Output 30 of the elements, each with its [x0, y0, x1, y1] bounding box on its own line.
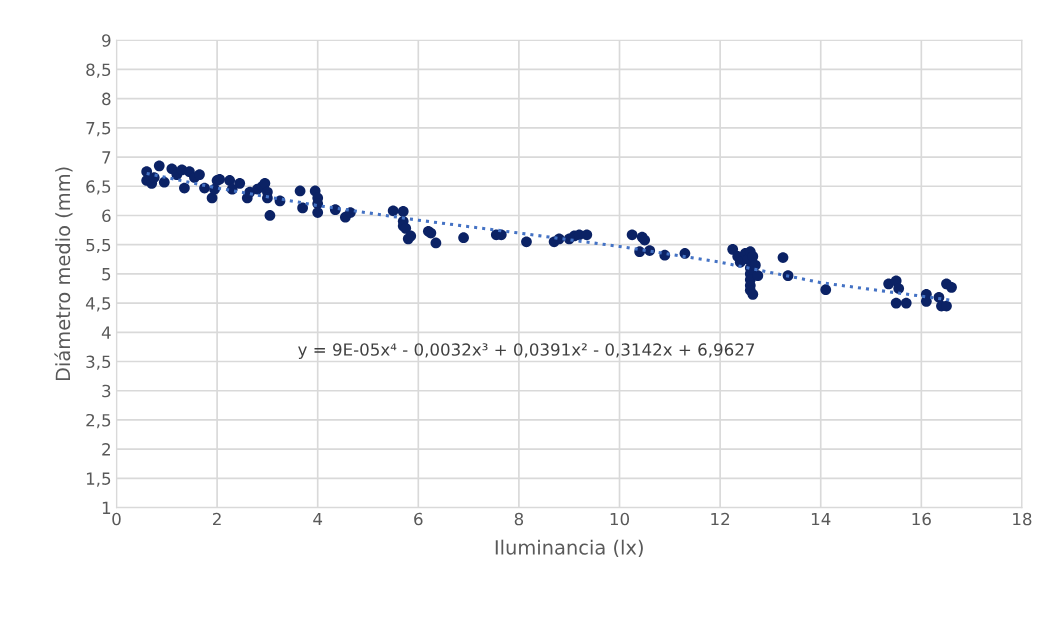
y-tick-label: 7 — [102, 151, 111, 164]
y-tick-label: 1 — [102, 501, 111, 514]
x-tick-label: 6 — [414, 512, 423, 526]
annotation: y = 9E-05x⁴ - 0,0032x³ + 0,0391x² - 0,3142x + 6,9627 — [298, 343, 755, 360]
y-axis-title: Diámetro medio (mm) — [54, 167, 73, 381]
y-tick-label: 8 — [102, 92, 111, 106]
x-tick-label: 18 — [1013, 512, 1032, 526]
x-tick-label: 16 — [912, 512, 931, 526]
x-tick-label: 8 — [514, 512, 524, 526]
x-tick-label: 4 — [313, 512, 323, 526]
x-tick-label: 12 — [711, 512, 730, 526]
y-tick-label: 9 — [102, 34, 111, 47]
y-tick-label: 4,5 — [85, 297, 111, 312]
y-tick-label: 8,5 — [86, 63, 111, 78]
y-tick-label: 1,5 — [86, 472, 111, 487]
x-tick-label: 10 — [610, 512, 630, 526]
x-tick-label: 14 — [811, 512, 831, 526]
y-tick-label: 6,5 — [86, 180, 111, 195]
y-tick-label: 2 — [102, 443, 110, 456]
x-axis-title: Iluminancia (lx) — [495, 539, 643, 558]
y-tick-label: 5,5 — [86, 238, 111, 253]
y-tick-label: 3,5 — [86, 355, 111, 370]
y-tick-label: 7,5 — [86, 122, 111, 137]
y-tick-label: 6 — [102, 209, 111, 223]
y-tick-label: 5 — [102, 268, 111, 281]
x-tick-label: 0 — [112, 512, 121, 526]
y-tick-label: 2,5 — [86, 413, 111, 429]
y-tick-label: 3 — [102, 384, 111, 398]
x-tick-label: 2 — [213, 512, 221, 526]
y-tick-label: 4 — [101, 326, 111, 339]
